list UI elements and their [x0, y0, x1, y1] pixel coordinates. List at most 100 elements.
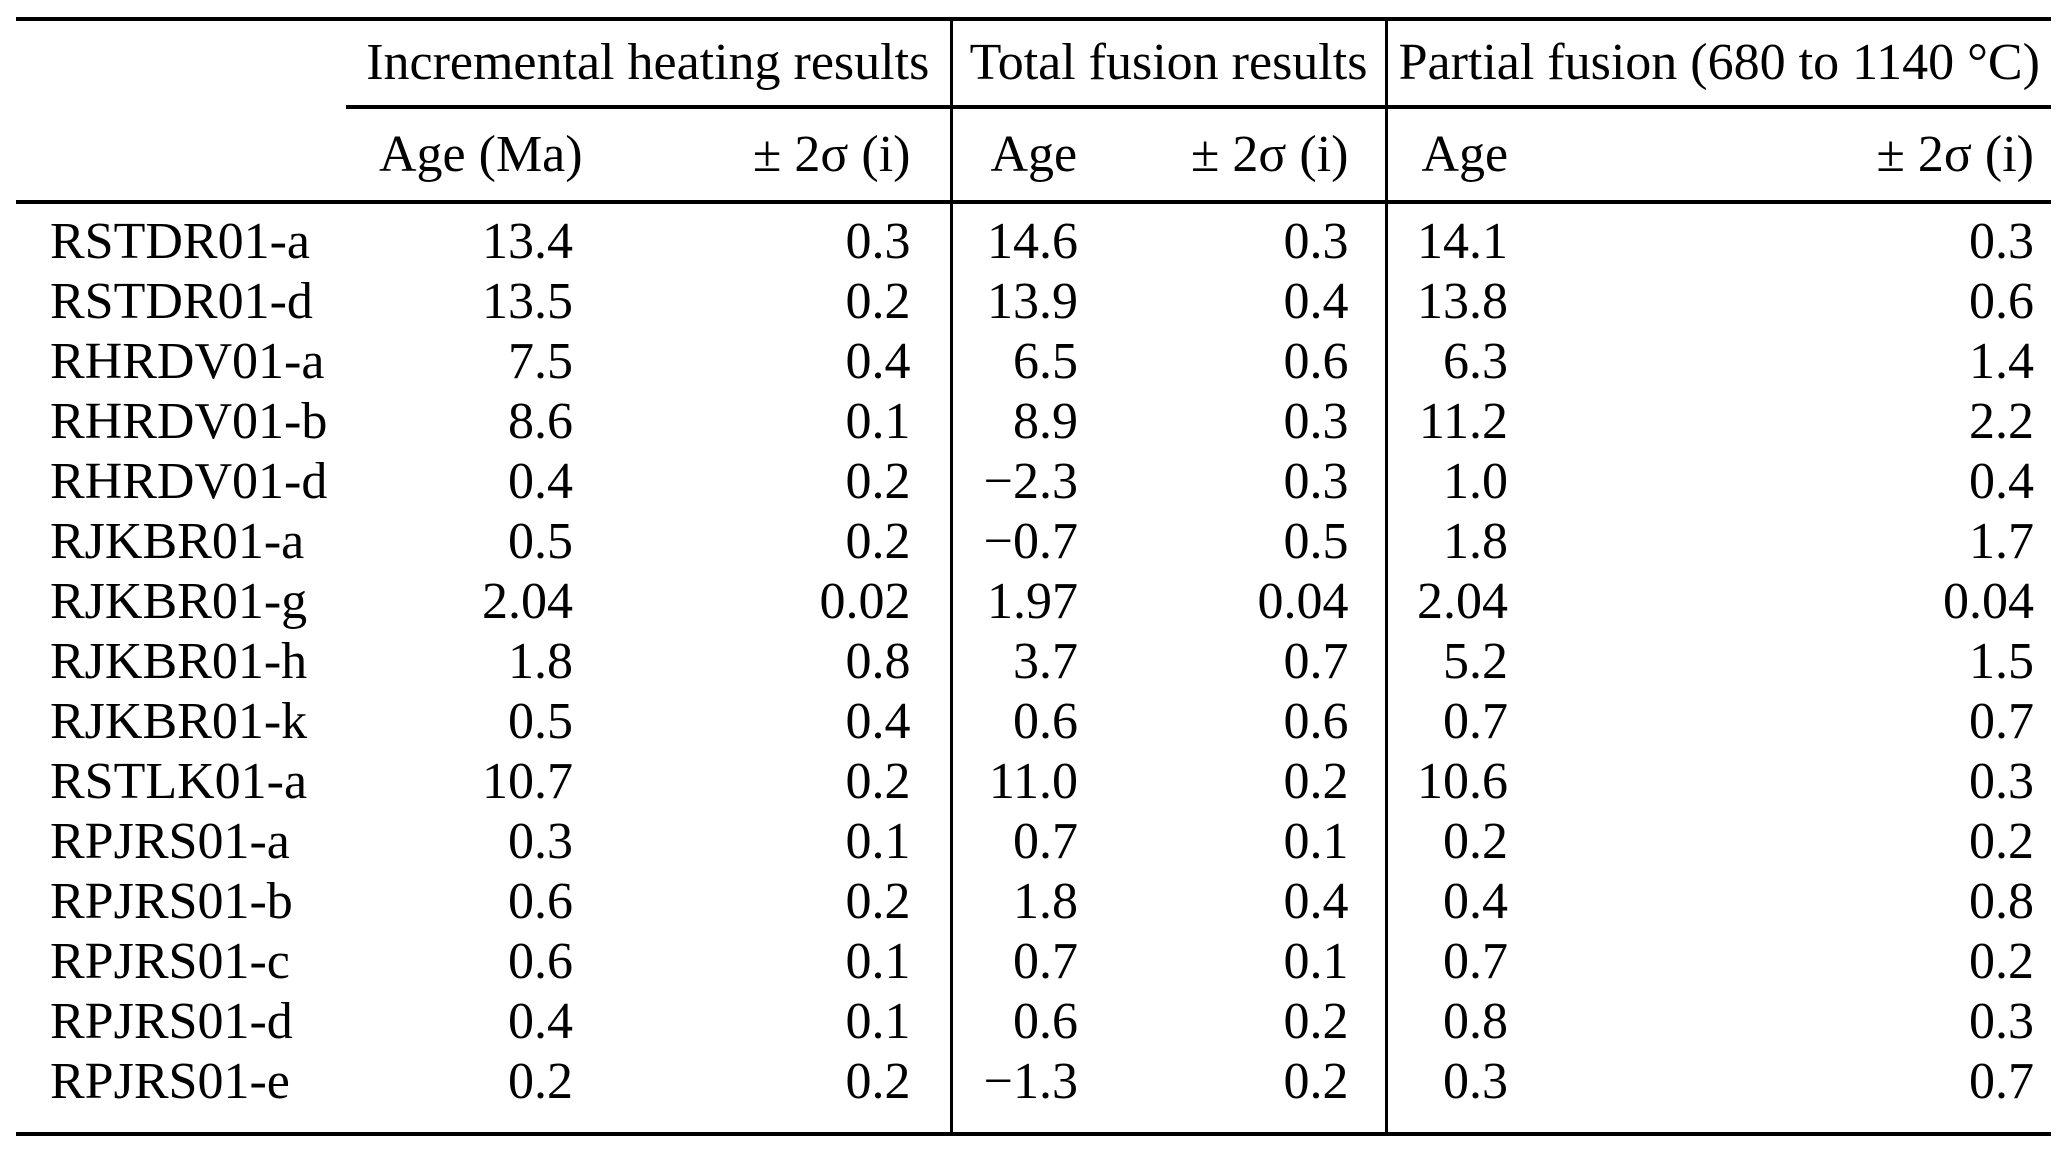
cell-2sigma-incremental: 0.1 [845, 993, 911, 1050]
table-row: RPJRS01-b 0.6 0.2 1.8 0.4 0.4 0.8 [16, 872, 2051, 932]
cell-age-partial-fusion: 10.6 [1384, 752, 1522, 812]
cell-2sigma-partial-fusion: 1.5 [1969, 633, 2034, 690]
table-row: RHRDV01-d 0.4 0.2 −2.3 0.3 1.0 0.4 [16, 452, 2051, 512]
cell-2sigma-total-fusion: 0.4 [1283, 873, 1349, 930]
cell-age-partial-fusion: 13.8 [1384, 272, 1522, 332]
cell-age-incremental: 0.5 [508, 513, 573, 570]
cell-age-partial-fusion: 0.7 [1384, 932, 1522, 992]
table-header: Incremental heating results Total fusion… [16, 19, 2051, 204]
table-row: RPJRS01-c 0.6 0.1 0.7 0.1 0.7 0.2 [16, 932, 2051, 992]
cell-2sigma-incremental: 0.4 [845, 333, 911, 390]
cell-2sigma-partial-fusion: 0.3 [1969, 993, 2034, 1050]
cell-2sigma-incremental: 0.4 [845, 693, 911, 750]
cell-2sigma-total-fusion: 0.7 [1283, 633, 1349, 690]
cell-2sigma-partial-fusion: 0.04 [1943, 573, 2034, 630]
group-header-row: Incremental heating results Total fusion… [16, 19, 2051, 109]
cell-2sigma-partial-fusion: 0.7 [1969, 693, 2034, 750]
cell-2sigma-partial-fusion: 1.7 [1969, 513, 2034, 570]
table-row: RJKBR01-h 1.8 0.8 3.7 0.7 5.2 1.5 [16, 632, 2051, 692]
cell-2sigma-total-fusion: 0.2 [1283, 993, 1349, 1050]
cell-2sigma-incremental: 0.3 [845, 213, 911, 270]
sample-id: RJKBR01-k [50, 693, 308, 750]
cell-2sigma-total-fusion: 0.2 [1283, 753, 1349, 810]
cell-2sigma-partial-fusion: 0.6 [1969, 273, 2034, 330]
cell-age-total-fusion: 0.7 [949, 932, 1095, 992]
table-row: RSTDR01-a 13.4 0.3 14.6 0.3 14.1 0.3 [16, 202, 2051, 272]
table-row: RSTDR01-d 13.5 0.2 13.9 0.4 13.8 0.6 [16, 272, 2051, 332]
cell-age-incremental: 0.4 [508, 993, 573, 1050]
cell-age-total-fusion: −2.3 [949, 452, 1095, 512]
col-header-age-partial-fusion: Age [1384, 107, 1522, 204]
cell-age-incremental: 8.6 [508, 393, 573, 450]
cell-age-total-fusion: 14.6 [949, 202, 1095, 272]
cell-2sigma-incremental: 0.2 [845, 753, 911, 810]
cell-age-total-fusion: 11.0 [949, 752, 1095, 812]
cell-2sigma-partial-fusion: 2.2 [1969, 393, 2034, 450]
cell-age-partial-fusion: 0.3 [1384, 1052, 1522, 1134]
cell-age-partial-fusion: 0.2 [1384, 812, 1522, 872]
cell-age-incremental: 0.5 [508, 693, 573, 750]
cell-2sigma-incremental: 0.1 [845, 813, 911, 870]
cell-age-incremental: 13.5 [482, 273, 573, 330]
table-row: RSTLK01-a 10.7 0.2 11.0 0.2 10.6 0.3 [16, 752, 2051, 812]
col-header-age-total-fusion: Age [949, 107, 1095, 204]
cell-age-incremental: 2.04 [482, 573, 573, 630]
sample-id: RPJRS01-d [50, 993, 293, 1050]
cell-age-total-fusion: 1.8 [949, 872, 1095, 932]
cell-2sigma-partial-fusion: 1.4 [1969, 333, 2034, 390]
sample-id: RJKBR01-a [50, 513, 305, 570]
cell-2sigma-total-fusion: 0.3 [1283, 213, 1349, 270]
cell-2sigma-total-fusion: 0.6 [1283, 333, 1349, 390]
group-header-partial-fusion: Partial fusion (680 to 1140 °C) [1384, 19, 2051, 109]
sample-column-empty-header [16, 107, 346, 204]
col-header-age-ma: Age (Ma) [346, 107, 586, 204]
col-header-2sigma-partial-fusion: ± 2σ (i) [1522, 107, 2051, 204]
cell-2sigma-incremental: 0.02 [819, 573, 911, 630]
cell-2sigma-incremental: 0.8 [845, 633, 911, 690]
cell-age-partial-fusion: 6.3 [1384, 332, 1522, 392]
cell-age-incremental: 0.6 [508, 873, 573, 930]
sample-id: RPJRS01-b [50, 873, 293, 930]
sample-id: RPJRS01-c [50, 933, 290, 990]
cell-2sigma-incremental: 0.1 [845, 393, 911, 450]
group-header-incremental-heating: Incremental heating results [346, 19, 951, 109]
cell-2sigma-total-fusion: 0.2 [1283, 1053, 1349, 1110]
cell-age-total-fusion: 3.7 [949, 632, 1095, 692]
cell-age-partial-fusion: 5.2 [1384, 632, 1522, 692]
cell-age-total-fusion: 0.6 [949, 692, 1095, 752]
cell-2sigma-incremental: 0.2 [845, 453, 911, 510]
cell-2sigma-incremental: 0.1 [845, 933, 911, 990]
cell-age-partial-fusion: 0.8 [1384, 992, 1522, 1052]
cell-2sigma-total-fusion: 0.1 [1283, 933, 1349, 990]
cell-age-total-fusion: −0.7 [949, 512, 1095, 572]
cell-age-total-fusion: 13.9 [949, 272, 1095, 332]
cell-2sigma-incremental: 0.2 [845, 1053, 911, 1110]
cell-2sigma-partial-fusion: 0.3 [1969, 213, 2034, 270]
cell-age-total-fusion: 1.97 [949, 572, 1095, 632]
cell-2sigma-total-fusion: 0.04 [1257, 573, 1349, 630]
col-header-2sigma-total-fusion: ± 2σ (i) [1095, 107, 1386, 204]
cell-age-incremental: 0.6 [508, 933, 573, 990]
table-row: RJKBR01-g 2.04 0.02 1.97 0.04 2.04 0.04 [16, 572, 2051, 632]
cell-2sigma-incremental: 0.2 [845, 873, 911, 930]
cell-age-partial-fusion: 0.4 [1384, 872, 1522, 932]
cell-age-incremental: 13.4 [482, 213, 573, 270]
sub-header-row: Age (Ma) ± 2σ (i) Age ± 2σ (i) Age ± 2σ … [16, 107, 2051, 204]
cell-age-total-fusion: 8.9 [949, 392, 1095, 452]
table-body: RSTDR01-a 13.4 0.3 14.6 0.3 14.1 0.3 RST… [16, 202, 2051, 1134]
group-header-total-fusion: Total fusion results [949, 19, 1386, 109]
cell-age-partial-fusion: 0.7 [1384, 692, 1522, 752]
sample-id: RHRDV01-b [50, 393, 328, 450]
cell-age-incremental: 0.4 [508, 453, 573, 510]
table-row: RPJRS01-e 0.2 0.2 −1.3 0.2 0.3 0.7 [16, 1052, 2051, 1134]
table-row: RHRDV01-b 8.6 0.1 8.9 0.3 11.2 2.2 [16, 392, 2051, 452]
cell-age-total-fusion: 0.6 [949, 992, 1095, 1052]
cell-age-total-fusion: 0.7 [949, 812, 1095, 872]
table-row: RPJRS01-a 0.3 0.1 0.7 0.1 0.2 0.2 [16, 812, 2051, 872]
cell-2sigma-total-fusion: 0.3 [1283, 453, 1349, 510]
sample-id: RSTLK01-a [50, 753, 308, 810]
cell-2sigma-total-fusion: 0.4 [1283, 273, 1349, 330]
cell-age-partial-fusion: 11.2 [1384, 392, 1522, 452]
sample-id: RJKBR01-h [50, 633, 308, 690]
sample-id: RPJRS01-e [50, 1053, 290, 1110]
